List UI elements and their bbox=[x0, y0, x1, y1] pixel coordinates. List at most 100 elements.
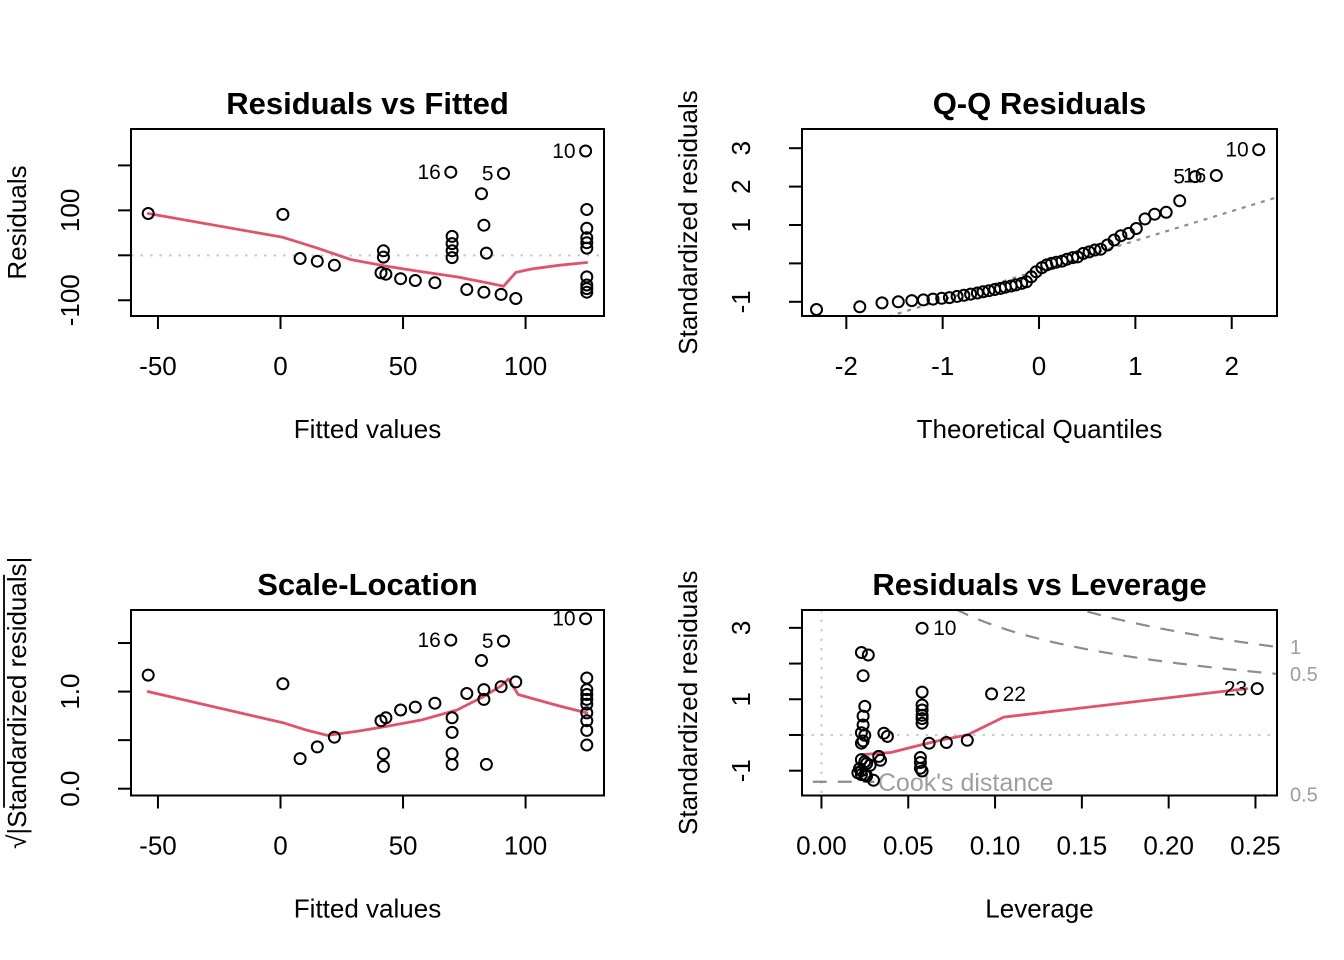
data-point bbox=[1107, 233, 1121, 247]
data-point bbox=[1114, 229, 1128, 243]
data-point bbox=[1250, 682, 1264, 696]
data-point bbox=[460, 687, 474, 700]
data-point bbox=[1188, 170, 1202, 184]
cooks-contour-label: 0.5 bbox=[1290, 664, 1318, 686]
x-tick-label: -50 bbox=[139, 351, 177, 381]
data-point bbox=[141, 207, 155, 220]
data-point bbox=[950, 289, 964, 303]
data-point bbox=[580, 203, 594, 216]
y-tick-label: 0.0 bbox=[55, 771, 85, 807]
data-point bbox=[915, 712, 929, 726]
x-axis-title: Theoretical Quantiles bbox=[917, 414, 1163, 444]
cooks-distance-contour bbox=[1077, 610, 1277, 648]
data-point bbox=[580, 236, 594, 250]
data-point bbox=[1082, 245, 1096, 259]
data-point bbox=[1252, 143, 1266, 157]
data-point bbox=[293, 752, 307, 766]
data-point bbox=[310, 254, 324, 268]
y-tick-label: -1 bbox=[726, 759, 756, 782]
point-id-label: 16 bbox=[1183, 164, 1206, 187]
data-point bbox=[580, 723, 594, 737]
data-point bbox=[494, 287, 508, 301]
data-point bbox=[475, 654, 488, 667]
data-point bbox=[580, 714, 594, 728]
data-point bbox=[1094, 242, 1108, 256]
panel-scale-location: 16 5 10 -50 0 50 100 0.0 1.0 Scale-Location Fitted… bbox=[2, 557, 605, 924]
data-point bbox=[408, 700, 422, 714]
data-point bbox=[475, 187, 488, 201]
x-tick-label: 0.00 bbox=[796, 831, 847, 861]
data-point bbox=[875, 296, 889, 310]
data-point bbox=[915, 621, 929, 635]
panel-title: Scale-Location bbox=[257, 567, 478, 602]
data-point bbox=[394, 703, 408, 717]
data-point bbox=[854, 646, 868, 659]
y-tick-label: 1 bbox=[726, 218, 756, 232]
x-tick-label: 50 bbox=[389, 351, 418, 381]
panel-qq-residuals: 516 10 -2 -1 0 1 2 -1 1 2 3 Q-Q Residuals Theoretica… bbox=[673, 86, 1278, 444]
y-tick-label: 1.0 bbox=[55, 674, 85, 710]
data-point bbox=[891, 295, 905, 309]
data-point bbox=[445, 237, 459, 251]
data-point bbox=[853, 300, 867, 314]
data-point bbox=[854, 736, 868, 750]
y-tick-label: -100 bbox=[55, 274, 85, 326]
y-tick-label: 1 bbox=[726, 692, 756, 706]
data-point bbox=[1173, 194, 1187, 208]
cooks-contour-label: 1 bbox=[1290, 637, 1301, 659]
data-point bbox=[327, 730, 341, 744]
cooks-legend-text: Cook's distance bbox=[878, 769, 1054, 797]
x-tick-label: 0.20 bbox=[1143, 831, 1194, 861]
x-tick-label: 0 bbox=[1032, 351, 1046, 381]
x-tick-label: 0.15 bbox=[1057, 831, 1108, 861]
data-point bbox=[445, 229, 459, 243]
data-point bbox=[580, 282, 594, 296]
data-point bbox=[913, 756, 927, 769]
data-point bbox=[428, 696, 442, 710]
data-point bbox=[141, 668, 155, 682]
data-point bbox=[445, 757, 459, 771]
data-point bbox=[445, 244, 459, 258]
data-point bbox=[916, 293, 930, 307]
data-point bbox=[942, 291, 956, 305]
data-point bbox=[939, 736, 953, 749]
panel-title: Residuals vs Leverage bbox=[872, 567, 1206, 602]
data-point bbox=[379, 711, 393, 725]
point-id-label: 16 bbox=[417, 161, 440, 184]
panel-box bbox=[130, 128, 605, 317]
x-tick-label: 0 bbox=[273, 351, 287, 381]
data-point bbox=[880, 729, 894, 743]
data-point bbox=[477, 683, 491, 697]
data-point bbox=[580, 692, 594, 706]
data-point bbox=[310, 740, 324, 754]
y-axis-title: Standardized residuals bbox=[673, 571, 703, 836]
point-id-label: 5 bbox=[482, 163, 494, 186]
data-point bbox=[445, 711, 459, 725]
panel-residuals-vs-fitted: 16 5 10 -50 0 50 100 -100 100 Residuals vs Fitted… bbox=[2, 86, 605, 444]
data-point bbox=[1209, 169, 1223, 182]
x-tick-label: -2 bbox=[835, 351, 858, 381]
point-id-label: 16 bbox=[417, 629, 440, 652]
y-axis-title: Standardized residuals bbox=[673, 90, 703, 355]
smooth-line bbox=[146, 677, 589, 737]
cooks-contour-label: 0.5 bbox=[1290, 784, 1318, 806]
data-point bbox=[1159, 205, 1173, 219]
x-tick-label: -50 bbox=[139, 831, 177, 861]
data-point bbox=[960, 733, 974, 747]
y-tick-label: 3 bbox=[726, 621, 756, 635]
data-point bbox=[867, 773, 880, 787]
x-tick-label: 100 bbox=[504, 351, 547, 381]
data-point bbox=[976, 285, 990, 299]
point-id-label: 10 bbox=[1225, 139, 1248, 162]
data-point bbox=[293, 252, 307, 265]
data-point bbox=[509, 675, 523, 689]
data-point bbox=[877, 726, 891, 740]
x-tick-label: 0.10 bbox=[970, 831, 1021, 861]
data-point bbox=[1066, 251, 1080, 265]
data-point bbox=[580, 688, 594, 701]
data-point bbox=[497, 634, 510, 648]
panel-title: Residuals vs Fitted bbox=[226, 86, 509, 121]
x-tick-label: 100 bbox=[504, 831, 547, 861]
point-id-label: 22 bbox=[1003, 683, 1026, 706]
